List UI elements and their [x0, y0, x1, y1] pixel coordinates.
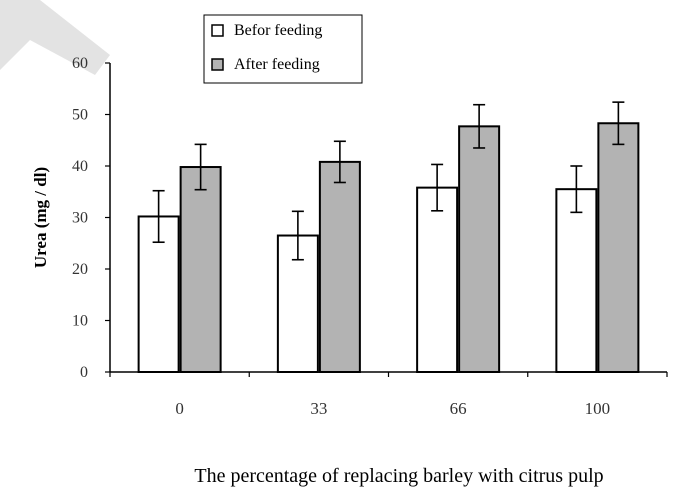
y-tick-label: 50 [72, 107, 88, 124]
bar-after-0 [179, 166, 222, 373]
legend-label-before: Befor feeding [234, 22, 322, 39]
y-tick-label: 40 [72, 158, 88, 175]
y-tick-label: 30 [72, 210, 88, 227]
x-tick-label: 33 [310, 399, 327, 418]
bar-after-33 [318, 160, 361, 373]
y-tick-label: 60 [72, 55, 88, 72]
watermark-decoration [0, 0, 110, 75]
bar-before-33 [276, 234, 319, 373]
x-tick-label: 100 [585, 399, 611, 418]
legend-label-after: After feeding [234, 56, 320, 73]
legend: Befor feeding After feeding [203, 14, 363, 84]
x-axis-title: The percentage of replacing barley with … [194, 465, 603, 487]
legend-swatch-after [211, 58, 224, 71]
bar-after-100 [597, 122, 640, 373]
axis-labels: 0 10 20 30 40 50 60 0 33 66 100 Urea (mg / dl) The p… [31, 55, 610, 487]
bar-before-66 [416, 186, 459, 373]
legend-box [203, 14, 363, 84]
y-tick-label: 10 [72, 313, 88, 330]
bars [137, 122, 640, 373]
bar-before-100 [555, 188, 598, 373]
y-axis-title: Urea (mg / dl) [31, 167, 50, 268]
y-tick-label: 20 [72, 261, 88, 278]
y-tick-label: 0 [80, 364, 88, 381]
x-tick-label: 66 [450, 399, 467, 418]
x-tick-label: 0 [175, 399, 184, 418]
legend-swatch-before [211, 24, 224, 37]
bar-after-66 [458, 125, 501, 373]
error-bars [152, 101, 625, 261]
